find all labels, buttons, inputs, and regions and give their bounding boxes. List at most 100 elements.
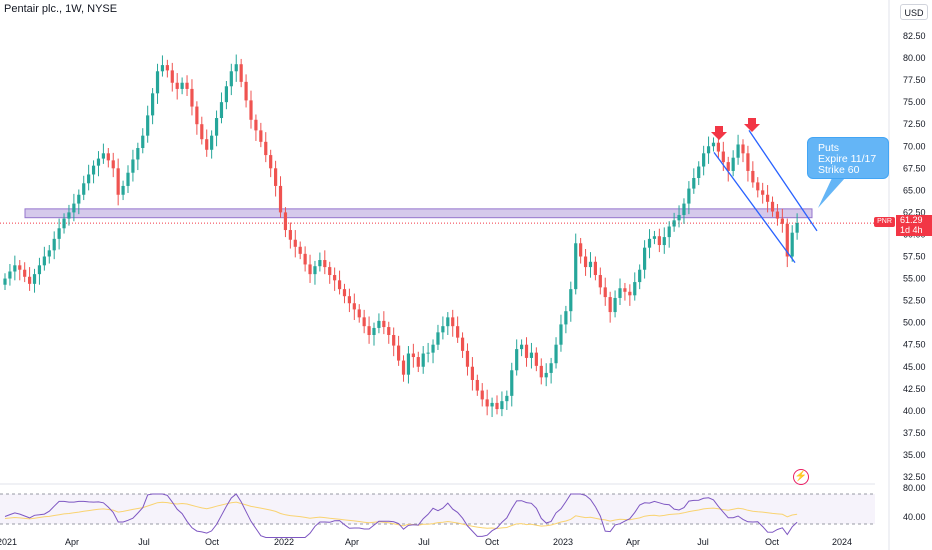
candle-body <box>141 135 145 149</box>
y-tick-label: 42.50 <box>903 384 926 394</box>
candle-body <box>736 144 740 158</box>
y-tick-label: 32.50 <box>903 472 926 482</box>
y-tick-label: 65.00 <box>903 185 926 195</box>
y-tick-label: 72.50 <box>903 119 926 129</box>
candle-body <box>165 65 169 71</box>
candle-body <box>510 370 514 396</box>
candle-body <box>766 194 770 202</box>
candle-body <box>520 344 524 350</box>
candle-body <box>515 349 519 371</box>
candle-body <box>598 275 602 288</box>
candle-body <box>421 353 425 367</box>
candle-body <box>411 353 415 358</box>
candle-body <box>721 151 725 163</box>
candle-body <box>214 118 219 136</box>
candle-body <box>37 265 42 275</box>
candle-body <box>706 146 711 154</box>
candle-body <box>603 287 607 298</box>
candle-body <box>726 162 730 171</box>
candle-body <box>278 185 283 213</box>
down-arrow-icon <box>711 126 727 140</box>
candle-body <box>3 278 7 285</box>
candle-body <box>136 148 140 160</box>
candle-body <box>416 357 420 367</box>
candle-body <box>28 276 32 284</box>
candle-body <box>342 289 347 297</box>
candle-body <box>746 153 750 171</box>
candle-body <box>544 372 548 378</box>
y-tick-label: 40.00 <box>903 406 926 416</box>
rsi-ma-line <box>4 501 798 530</box>
candle-body <box>426 352 430 354</box>
candle-body <box>57 228 61 239</box>
candle-body <box>8 271 12 279</box>
candle-body <box>308 264 312 275</box>
candle-body <box>446 317 450 327</box>
candle-body <box>392 334 396 346</box>
candle-body <box>72 203 76 213</box>
symbol-title[interactable]: Pentair plc., 1W, NYSE <box>4 3 118 15</box>
candle-body <box>101 153 105 159</box>
candle-body <box>480 390 484 400</box>
candle-body <box>785 223 789 257</box>
rsi-line <box>4 493 798 538</box>
candle-body <box>283 212 288 231</box>
channel-line-upper <box>748 130 818 232</box>
y-tick-label: 70.00 <box>903 141 926 151</box>
y-tick-label: 45.00 <box>903 362 926 372</box>
candle-body <box>244 81 248 101</box>
candle-body <box>249 100 253 120</box>
candle-body <box>677 215 681 221</box>
candle-body <box>549 363 553 373</box>
trade-note-callout[interactable]: Puts Expire 11/17 Strike 60 <box>807 137 889 179</box>
candle-body <box>259 130 263 142</box>
down-arrow-icon <box>744 118 760 132</box>
candle-body <box>662 237 666 246</box>
candle-body <box>318 260 322 267</box>
y-tick-label: 57.50 <box>903 252 926 262</box>
candle-body <box>593 261 597 276</box>
y-tick-label: 77.50 <box>903 75 926 85</box>
candle-body <box>170 70 174 83</box>
resistance-zone <box>24 208 813 219</box>
candle-body <box>470 366 474 380</box>
lightning-icon[interactable]: ⚡ <box>793 469 809 485</box>
candle-body <box>13 265 17 272</box>
candle-body <box>751 170 755 183</box>
y-tick-label: 80.00 <box>903 53 926 63</box>
candle-body <box>175 82 179 89</box>
x-tick-label: 2023 <box>553 537 573 547</box>
x-tick-label: Jul <box>418 537 430 547</box>
candle-body <box>539 365 543 378</box>
x-tick-label: 2024 <box>832 537 852 547</box>
candle-body <box>697 166 701 179</box>
candle-body <box>298 246 302 254</box>
candle-body <box>121 185 125 195</box>
candle-body <box>234 64 238 72</box>
candle-body <box>185 82 189 89</box>
candle-body <box>210 135 214 150</box>
candle-body <box>131 159 135 173</box>
candle-body <box>672 220 676 227</box>
candle-body <box>716 142 720 152</box>
candle-body <box>505 395 509 402</box>
candle-body <box>588 261 593 268</box>
currency-selector[interactable]: USD <box>900 4 928 20</box>
candle-body <box>441 326 445 333</box>
y-tick-label: 67.50 <box>903 163 926 173</box>
candle-body <box>495 402 499 410</box>
candle-body <box>62 218 66 229</box>
x-tick-label: Apr <box>626 537 640 547</box>
y-tick-label: 82.50 <box>903 31 926 41</box>
candle-body <box>490 402 494 407</box>
candle-body <box>377 320 381 328</box>
candle-body <box>18 265 22 270</box>
candle-body <box>702 153 706 167</box>
candle-body <box>91 165 96 175</box>
y-tick-label: 52.50 <box>903 296 926 306</box>
candle-body <box>352 303 356 310</box>
y-tick-label: 35.00 <box>903 450 926 460</box>
candle-body <box>146 115 150 136</box>
y-tick-label: 50.00 <box>903 318 926 328</box>
